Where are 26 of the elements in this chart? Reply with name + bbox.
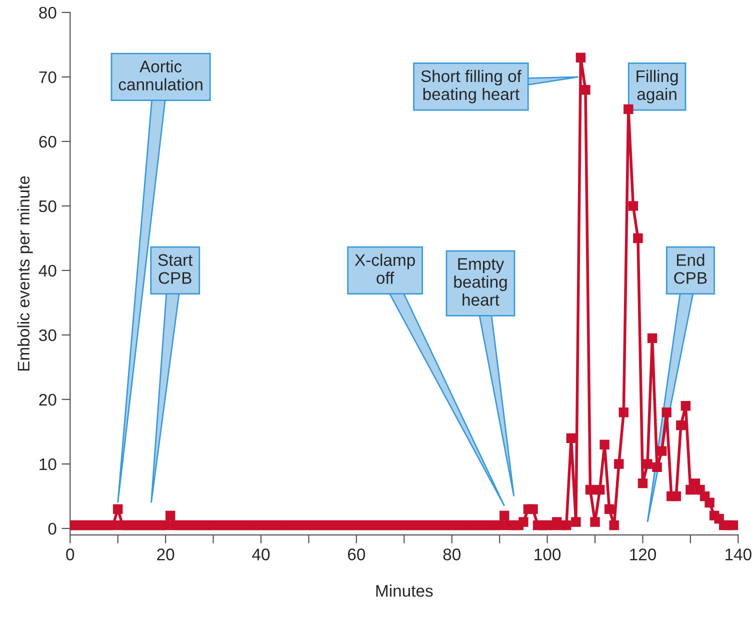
annotation: End CPB	[674, 254, 707, 284]
y-tick-label: 80	[39, 6, 56, 19]
y-tick-label: 20	[39, 394, 56, 406]
y-tick-label: 0	[48, 522, 56, 535]
y-tick-label: 10	[40, 458, 56, 470]
y-tick-label: 30	[39, 329, 56, 342]
x-tick-label: 0	[66, 548, 74, 560]
y-axis-title: Embolic events per minute	[17, 176, 33, 370]
annotation: Filling again	[636, 70, 678, 104]
x-tick-label: 120	[630, 548, 656, 560]
annotation: Aortic cannulation	[118, 60, 202, 90]
x-tick-label: 40	[252, 548, 270, 560]
x-tick-label: 80	[443, 548, 460, 560]
annotation: X-clamp off	[354, 254, 415, 284]
x-tick-label: 20	[157, 548, 174, 560]
annotation: Empty beating heart	[454, 258, 507, 306]
annotation: Start CPB	[158, 254, 193, 284]
x-tick-label: 60	[348, 548, 366, 560]
x-axis-title: Minutes	[376, 584, 433, 597]
annotation: Short filling of beating heart	[421, 70, 522, 104]
y-tick-label: 70	[39, 71, 56, 84]
x-tick-label: 140	[726, 548, 752, 560]
y-tick-label: 50	[39, 200, 56, 212]
y-tick-label: 40	[38, 264, 56, 277]
y-tick-label: 60	[39, 136, 56, 148]
x-tick-label: 100	[534, 548, 561, 560]
